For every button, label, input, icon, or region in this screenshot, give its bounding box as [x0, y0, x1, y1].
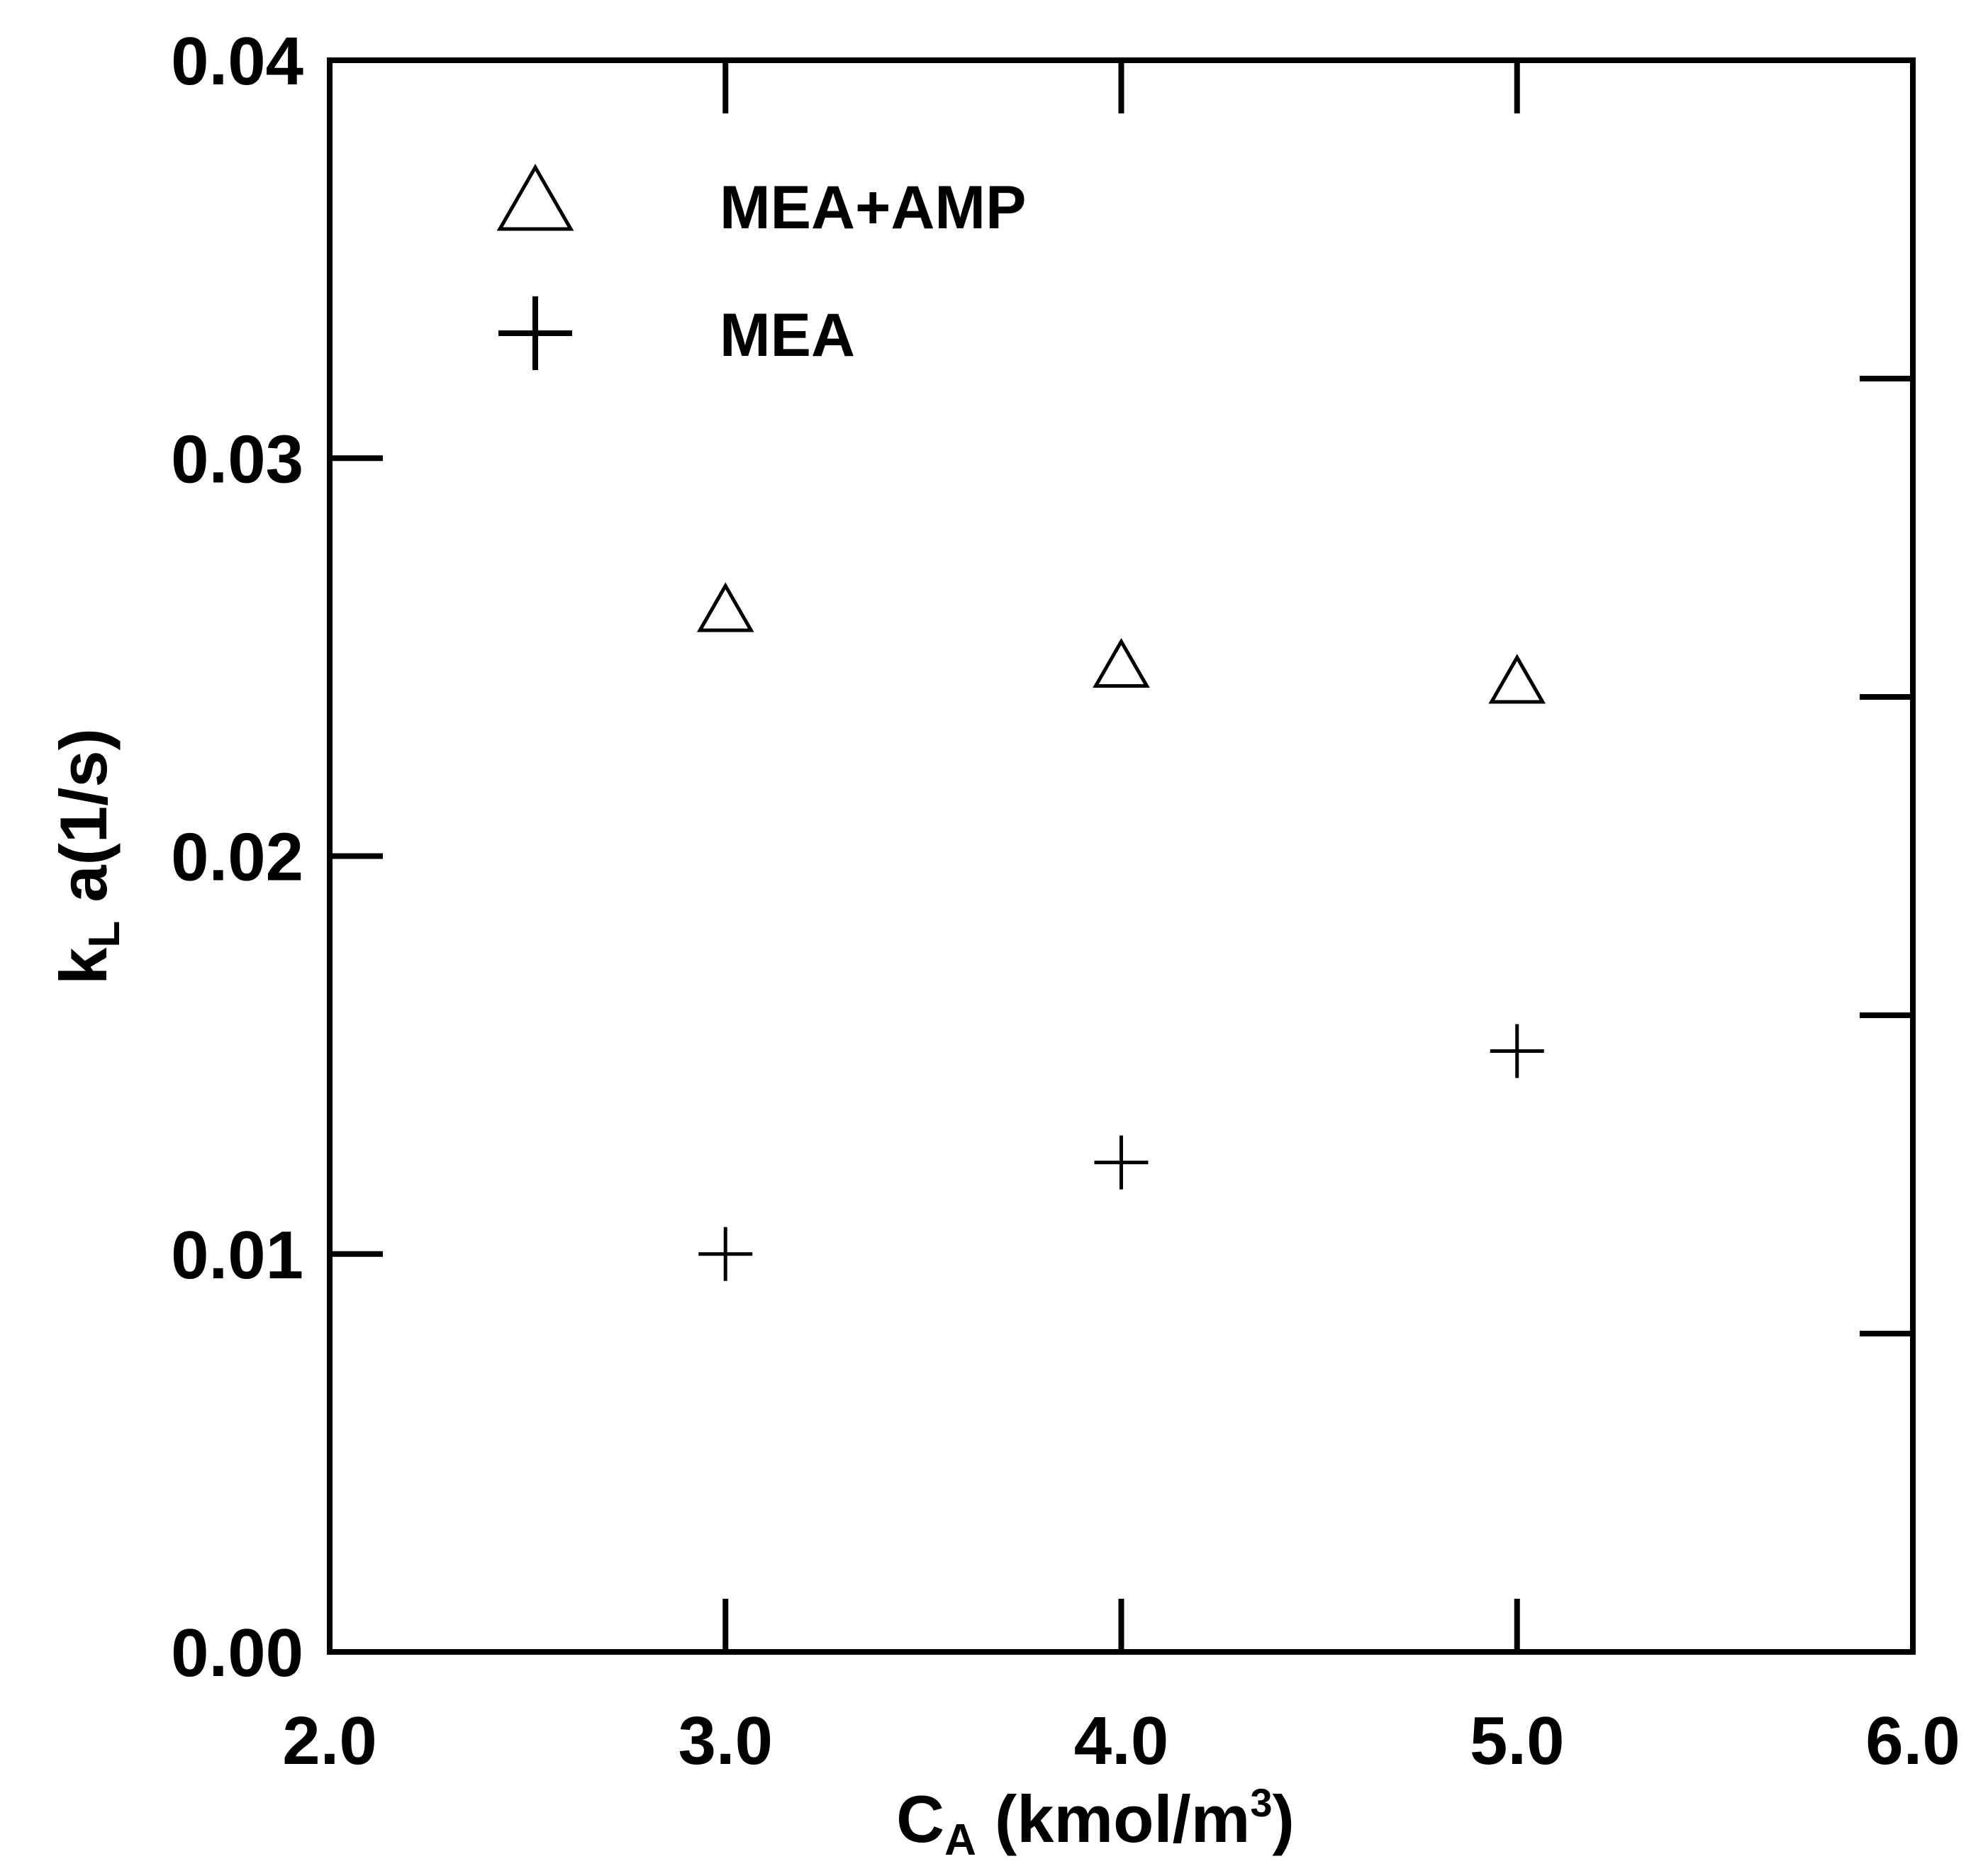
legend-label: MEA+AMP [720, 174, 1026, 242]
x-tick-label: 4.0 [1074, 1703, 1168, 1779]
y-tick-label: 0.01 [171, 1217, 303, 1293]
triangle-marker [1093, 637, 1150, 688]
legend-label: MEA [720, 301, 855, 369]
y-tick-label: 0.03 [171, 421, 303, 497]
plus-marker [1490, 1024, 1544, 1078]
legend-plus-marker [498, 296, 572, 370]
x-tick-label: 3.0 [679, 1703, 773, 1779]
y-axis-label: kL a(1/s) [46, 728, 129, 985]
tick-labels: 2.0 3.0 4.0 5.0 6.0 0.00 0.01 0.02 0.03 0.04 [171, 23, 1960, 1779]
plus-marker [1094, 1135, 1149, 1190]
legend-triangle-marker [496, 164, 574, 231]
triangle-marker [1488, 654, 1546, 704]
tick-marks [330, 60, 1913, 1652]
y-tick-label: 0.02 [171, 820, 303, 895]
plot-frame [327, 57, 1916, 1655]
y-tick-label: 0.04 [171, 23, 303, 99]
x-tick-label: 5.0 [1470, 1703, 1564, 1779]
x-tick-label: 6.0 [1865, 1703, 1960, 1779]
plus-marker [698, 1227, 753, 1281]
x-axis-label: CA (kmol/m3) [896, 1780, 1295, 1865]
triangle-marker [696, 582, 754, 632]
x-tick-label: 2.0 [282, 1703, 376, 1779]
data-markers [696, 582, 1546, 1281]
legend: MEA+AMP MEA [496, 164, 1026, 370]
y-tick-label: 0.00 [171, 1615, 303, 1691]
